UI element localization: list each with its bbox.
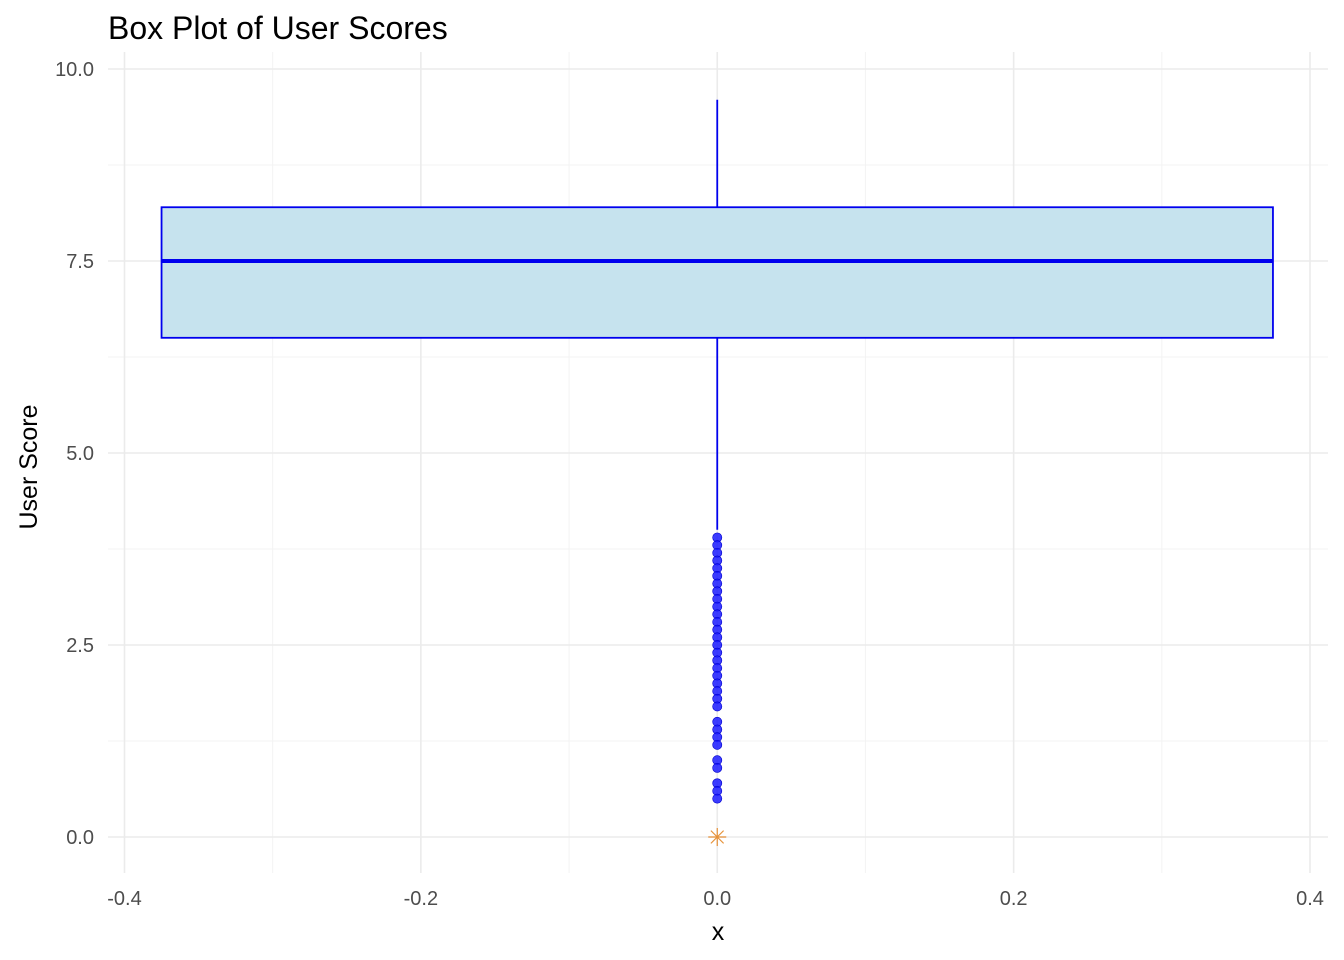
x-tick-label: -0.4 [107,888,141,910]
y-tick-label: 5.0 [66,443,94,465]
y-tick-label: 0.0 [66,827,94,849]
mean-marker-group [708,828,727,846]
iqr-box [160,206,1274,339]
x-tick-labels: -0.4 -0.2 0.0 0.2 0.4 [107,888,1324,910]
y-tick-label: 10.0 [55,59,94,81]
y-tick-labels: 0.0 2.5 5.0 7.5 10.0 [55,59,94,849]
mean-marker-stroke [710,830,725,844]
x-tick-label: -0.2 [404,888,438,910]
box-plot [160,99,1274,530]
outlier-points [712,532,723,804]
x-tick-label: 0.4 [1296,888,1324,910]
x-axis-title: x [712,918,725,946]
mean-marker [708,828,727,846]
y-axis-title: User Score [15,404,43,529]
y-tick-label: 2.5 [66,635,94,657]
chart-title: Box Plot of User Scores [108,10,448,46]
x-tick-label: 0.2 [1000,888,1028,910]
outlier-point [712,793,723,804]
outlier-point [712,701,723,712]
x-tick-label: 0.0 [703,888,731,910]
outlier-point [712,739,723,750]
outlier-point [712,762,723,773]
y-tick-label: 7.5 [66,251,94,273]
